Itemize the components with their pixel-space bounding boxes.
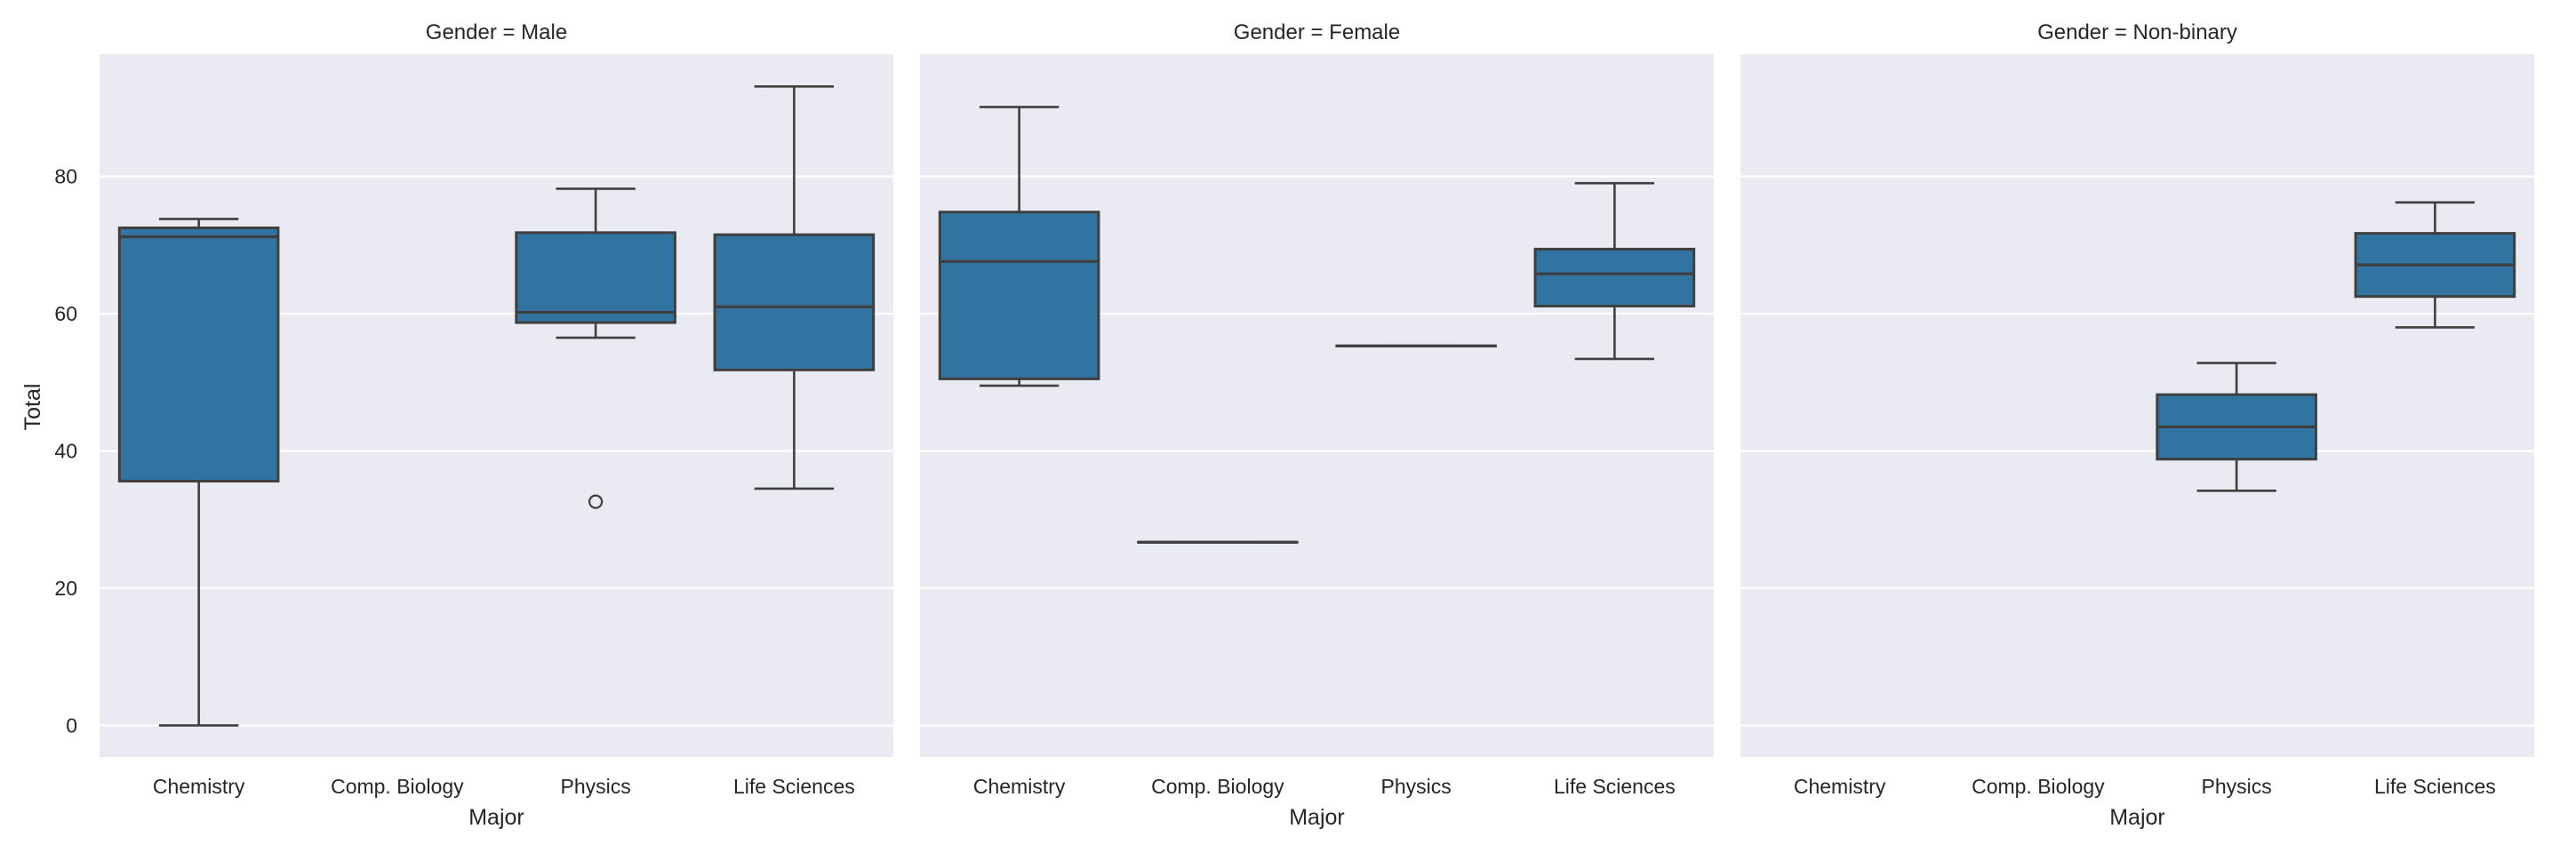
x-axis-label: Major (2109, 805, 2165, 830)
y-tick-label: 40 (54, 439, 77, 462)
x-tick-label: Physics (1381, 775, 1452, 798)
box-physics (515, 187, 676, 509)
box-chemistry (117, 218, 280, 727)
box-life-sciences (2354, 201, 2516, 329)
panel-title: Gender = Female (1234, 20, 1400, 44)
box-life-sciences (713, 85, 876, 490)
panel-background (1740, 54, 2534, 757)
iqr-box (515, 231, 676, 324)
box-physics (2156, 362, 2317, 492)
x-tick-label: Life Sciences (733, 775, 855, 798)
y-axis-label: Total (20, 384, 45, 431)
facet-panel-male: 0 20 40 60 80 Gender = Male Chemistry Comp. Bio… (54, 20, 893, 830)
x-tick-label: Life Sciences (1554, 775, 1676, 798)
facet-panel-non-binary: Gender = Non-binary Chemistry Comp. Biolog… (1740, 20, 2534, 830)
x-tick-label: Physics (2202, 775, 2272, 798)
y-tick-label: 20 (54, 577, 77, 600)
iqr-box (713, 233, 876, 371)
y-tick-label: 0 (66, 713, 77, 737)
iqr-box (117, 226, 280, 482)
x-axis-label: Major (1289, 805, 1345, 830)
x-tick-label: Chemistry (1794, 775, 1886, 798)
panels-layer: 0 20 40 60 80 Gender = Male Chemistry Comp. Bio… (54, 20, 2534, 830)
box-chemistry (938, 106, 1100, 387)
x-tick-label: Comp. Biology (1972, 775, 2105, 798)
y-tick-label: 60 (54, 302, 77, 325)
x-tick-label: Chemistry (973, 775, 1066, 798)
y-tick-label: 80 (54, 164, 77, 187)
iqr-box (938, 211, 1100, 380)
box-life-sciences (1533, 181, 1696, 361)
outlier-point (588, 494, 604, 509)
x-tick-label: Comp. Biology (331, 775, 464, 798)
x-tick-label: Chemistry (153, 775, 245, 798)
panel-background (920, 54, 1714, 757)
x-axis-label: Major (468, 805, 524, 830)
panel-title: Gender = Male (426, 20, 567, 44)
facet-panel-female: Gender = Female Chemistry Comp. Biology Phy… (920, 20, 1714, 830)
x-tick-label: Physics (561, 775, 631, 798)
iqr-box (1533, 247, 1696, 307)
panel-title: Gender = Non-binary (2037, 20, 2237, 44)
x-tick-label: Comp. Biology (1151, 775, 1284, 798)
x-tick-label: Life Sciences (2374, 775, 2496, 798)
